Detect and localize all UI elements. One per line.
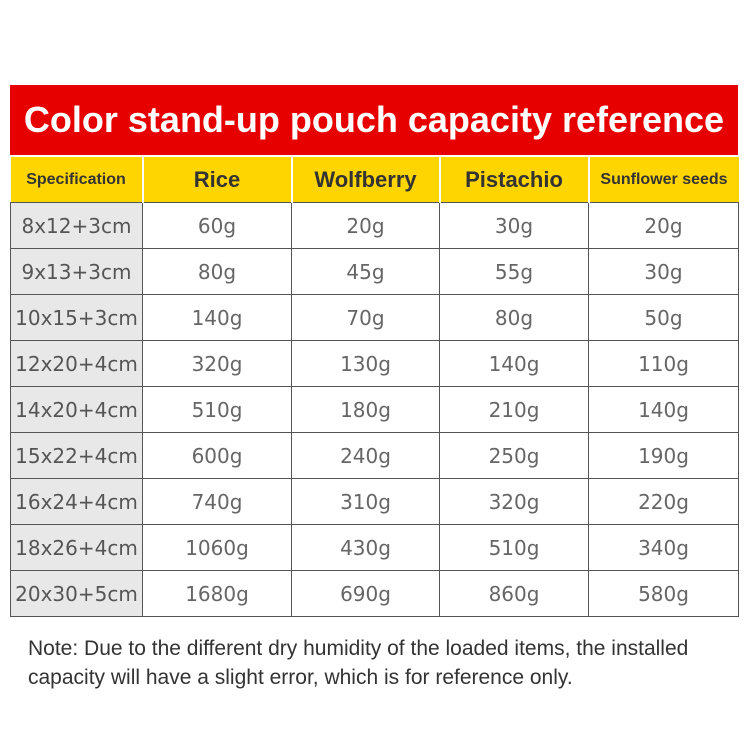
capacity-cell: 1060g: [142, 524, 292, 571]
capacity-cell: 210g: [439, 386, 589, 433]
capacity-cell: 510g: [439, 524, 589, 571]
spec-cell: 8x12+3cm: [10, 202, 143, 249]
header-pistachio: Pistachio: [438, 157, 589, 203]
header-row: Specification Rice Wolfberry Pistachio S…: [10, 157, 739, 203]
capacity-cell: 1680g: [142, 570, 292, 617]
header-rice: Rice: [141, 157, 292, 203]
header-specification: Specification: [10, 157, 143, 203]
spec-cell: 20x30+5cm: [10, 570, 143, 617]
capacity-cell: 70g: [291, 294, 440, 341]
table-row: 14x20+4cm 510g 180g 210g 140g: [10, 386, 739, 433]
capacity-cell: 220g: [588, 478, 739, 525]
capacity-cell: 180g: [291, 386, 440, 433]
table-row: 12x20+4cm 320g 130g 140g 110g: [10, 340, 739, 387]
table-row: 8x12+3cm 60g 20g 30g 20g: [10, 202, 739, 249]
note-text: Note: Due to the different dry humidity …: [28, 637, 689, 689]
capacity-cell: 860g: [439, 570, 589, 617]
capacity-cell: 55g: [439, 248, 589, 295]
capacity-cell: 340g: [588, 524, 739, 571]
capacity-cell: 690g: [291, 570, 440, 617]
spec-cell: 15x22+4cm: [10, 432, 143, 479]
table-row: 16x24+4cm 740g 310g 320g 220g: [10, 478, 739, 525]
capacity-cell: 140g: [439, 340, 589, 387]
spec-cell: 9x13+3cm: [10, 248, 143, 295]
capacity-cell: 580g: [588, 570, 739, 617]
capacity-cell: 45g: [291, 248, 440, 295]
capacity-cell: 140g: [588, 386, 739, 433]
capacity-cell: 510g: [142, 386, 292, 433]
capacity-cell: 600g: [142, 432, 292, 479]
spec-cell: 18x26+4cm: [10, 524, 143, 571]
capacity-cell: 250g: [439, 432, 589, 479]
spec-cell: 16x24+4cm: [10, 478, 143, 525]
capacity-cell: 50g: [588, 294, 739, 341]
capacity-cell: 320g: [142, 340, 292, 387]
table-row: 18x26+4cm 1060g 430g 510g 340g: [10, 524, 739, 571]
header-wolfberry: Wolfberry: [290, 157, 440, 203]
table-row: 20x30+5cm 1680g 690g 860g 580g: [10, 570, 739, 617]
capacity-cell: 130g: [291, 340, 440, 387]
capacity-cell: 320g: [439, 478, 589, 525]
capacity-cell: 60g: [142, 202, 292, 249]
capacity-cell: 20g: [291, 202, 440, 249]
capacity-cell: 190g: [588, 432, 739, 479]
header-sunflower-seeds: Sunflower seeds: [587, 157, 739, 203]
capacity-cell: 80g: [439, 294, 589, 341]
table-row: 10x15+3cm 140g 70g 80g 50g: [10, 294, 739, 341]
table-row: 9x13+3cm 80g 45g 55g 30g: [10, 248, 739, 295]
capacity-cell: 310g: [291, 478, 440, 525]
capacity-cell: 240g: [291, 432, 440, 479]
capacity-cell: 20g: [588, 202, 739, 249]
capacity-cell: 110g: [588, 340, 739, 387]
capacity-cell: 30g: [439, 202, 589, 249]
capacity-table: Specification Rice Wolfberry Pistachio S…: [10, 157, 739, 617]
spec-cell: 10x15+3cm: [10, 294, 143, 341]
spec-cell: 14x20+4cm: [10, 386, 143, 433]
spec-cell: 12x20+4cm: [10, 340, 143, 387]
capacity-cell: 30g: [588, 248, 739, 295]
capacity-cell: 140g: [142, 294, 292, 341]
table-row: 15x22+4cm 600g 240g 250g 190g: [10, 432, 739, 479]
capacity-cell: 430g: [291, 524, 440, 571]
capacity-cell: 740g: [142, 478, 292, 525]
table-title: Color stand-up pouch capacity reference: [10, 85, 738, 155]
capacity-cell: 80g: [142, 248, 292, 295]
